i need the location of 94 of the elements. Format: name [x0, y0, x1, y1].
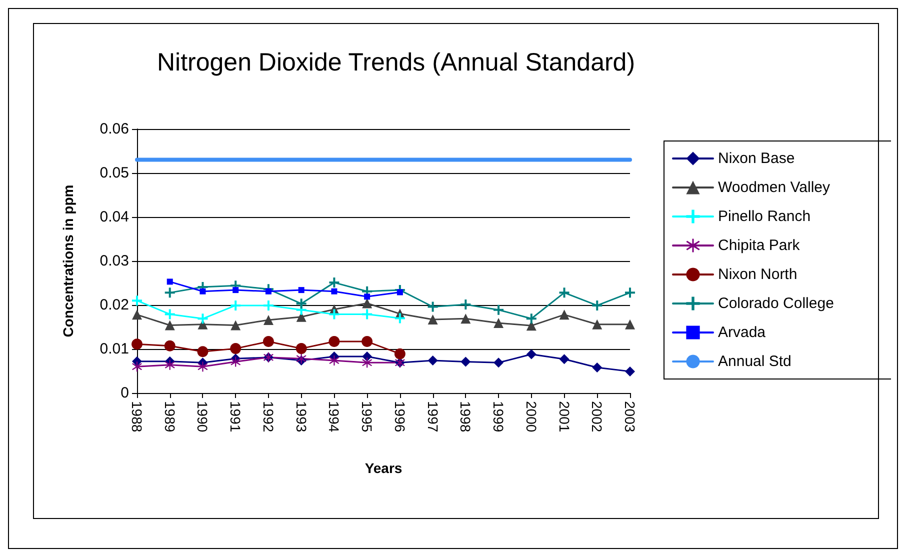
legend-label: Colorado College: [718, 295, 834, 312]
point: [329, 278, 340, 288]
point: [198, 362, 208, 372]
x-axis-title: Years: [364, 460, 402, 476]
point: [132, 338, 142, 350]
legend-label: Nixon North: [718, 266, 798, 283]
point: [230, 320, 241, 330]
point: [362, 298, 372, 308]
x-tick-label: 1989: [162, 401, 178, 432]
x-tick-label: 1994: [326, 401, 342, 432]
y-tick-label: 0.05: [100, 164, 129, 182]
y-tick-label: 0.01: [100, 340, 129, 358]
x-tick-label: 1993: [293, 401, 310, 432]
point: [197, 346, 208, 358]
x-tick-label: 1988: [129, 401, 145, 432]
point: [364, 294, 370, 300]
x-tick-label: 1999: [490, 401, 507, 432]
point: [132, 362, 142, 372]
point: [296, 312, 306, 322]
x-tick-label: 1997: [424, 401, 441, 432]
point: [329, 355, 340, 366]
point: [625, 366, 635, 376]
point: [166, 278, 173, 285]
x-tick-label: 1992: [260, 401, 276, 432]
point: [328, 336, 340, 348]
point: [396, 289, 403, 296]
point: [428, 355, 438, 366]
x-tick-label: 1990: [194, 401, 211, 432]
y-tick-label: 0: [120, 384, 129, 402]
point: [460, 356, 471, 367]
point: [198, 314, 208, 324]
x-tick-label: 1996: [392, 401, 408, 432]
legend-label: Arvada: [718, 324, 766, 341]
point: [625, 288, 635, 298]
point: [394, 313, 405, 324]
point: [362, 358, 372, 368]
point: [394, 348, 406, 360]
point: [559, 288, 570, 298]
y-tick-label: 0.06: [100, 120, 129, 138]
point: [232, 287, 239, 294]
legend-label: Chipita Park: [718, 237, 800, 254]
point: [494, 304, 504, 315]
point: [460, 314, 471, 324]
point: [164, 288, 175, 298]
point: [625, 319, 635, 330]
point: [263, 300, 274, 310]
point: [592, 319, 602, 330]
point: [362, 336, 373, 348]
point: [526, 349, 536, 360]
point: [494, 358, 504, 368]
y-tick-label: 0.03: [100, 252, 129, 270]
point: [526, 314, 536, 324]
x-tick-label: 2001: [556, 401, 572, 432]
point: [592, 362, 602, 372]
legend-label: Nixon Base: [718, 150, 795, 167]
point: [164, 360, 175, 370]
point: [132, 310, 142, 320]
chart-title: Nitrogen Dioxide Trends (Annual Standard): [156, 48, 636, 76]
x-tick-label: 1991: [228, 401, 244, 432]
point: [559, 310, 570, 320]
point: [296, 298, 306, 309]
y-axis-title: Concentrations in ppm: [60, 184, 76, 338]
point: [428, 302, 438, 312]
point: [331, 288, 338, 294]
x-tick-label: 1995: [359, 401, 376, 432]
point: [263, 314, 274, 325]
point: [230, 300, 241, 310]
y-tick-label: 0.02: [100, 296, 129, 314]
point: [329, 309, 340, 320]
point: [200, 288, 206, 294]
legend-label: Annual Std: [718, 353, 792, 370]
point: [460, 300, 471, 310]
y-tick-label: 0.04: [100, 208, 129, 226]
x-tick-label: 2002: [589, 401, 606, 432]
legend-label: Pinello Ranch: [718, 208, 811, 225]
x-tick-label: 1998: [458, 401, 474, 432]
point: [164, 320, 175, 330]
point: [494, 318, 504, 328]
point: [164, 340, 176, 352]
point: [132, 296, 142, 306]
point: [592, 300, 602, 310]
point: [296, 343, 307, 354]
point: [362, 351, 372, 362]
point: [428, 314, 438, 325]
point: [164, 309, 175, 320]
legend-label: Woodmen Valley: [718, 179, 830, 196]
point: [362, 309, 372, 320]
x-tick-label: 2003: [622, 401, 638, 432]
point: [230, 356, 241, 367]
point: [230, 343, 242, 354]
x-tick-label: 2000: [523, 401, 540, 432]
point: [262, 336, 274, 348]
point: [559, 354, 570, 364]
point: [298, 287, 304, 294]
